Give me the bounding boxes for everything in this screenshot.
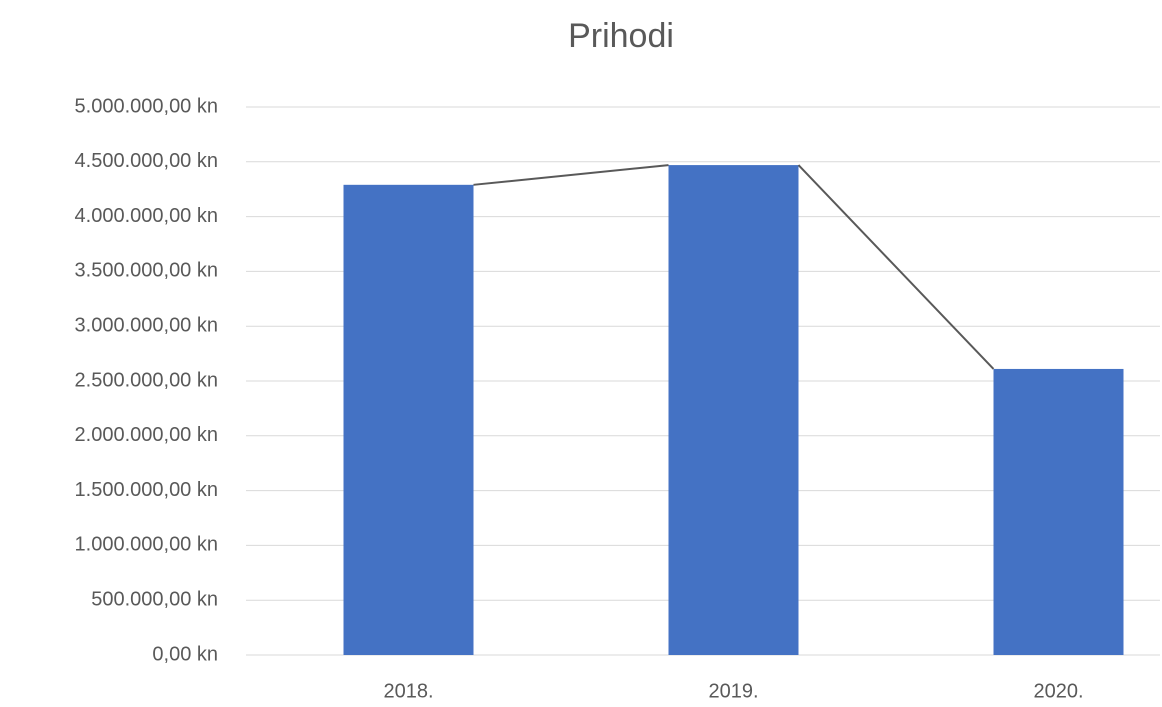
y-tick-label: 5.000.000,00 kn: [75, 95, 218, 117]
y-tick-label: 1.000.000,00 kn: [75, 534, 218, 556]
y-tick-label: 2.500.000,00 kn: [75, 369, 218, 391]
bar: [993, 368, 1124, 655]
x-tick-label: 2018.: [383, 680, 433, 702]
bar: [343, 184, 474, 656]
y-tick-label: 3.000.000,00 kn: [75, 314, 218, 336]
series-line: [797, 164, 995, 370]
x-tick-label: 2020.: [1033, 680, 1083, 702]
x-tick-label: 2019.: [708, 680, 758, 702]
y-tick-label: 3.500.000,00 kn: [75, 260, 218, 282]
y-tick-label: 1.500.000,00 kn: [75, 479, 218, 501]
y-tick-label: 4.000.000,00 kn: [75, 205, 218, 227]
y-tick-label: 0,00 kn: [152, 643, 218, 665]
y-tick-label: 2.000.000,00 kn: [75, 424, 218, 446]
y-tick-label: 4.500.000,00 kn: [75, 150, 218, 172]
y-tick-label: 500.000,00 kn: [91, 588, 218, 610]
bar: [668, 165, 799, 655]
series-line: [473, 164, 669, 186]
chart-title: Prihodi: [568, 17, 674, 55]
